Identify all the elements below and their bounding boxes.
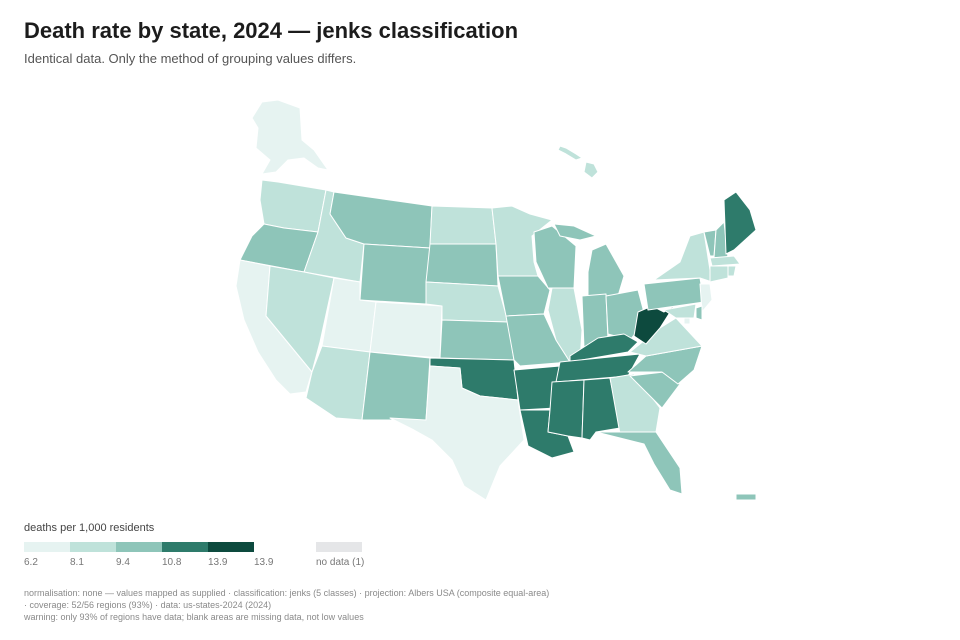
state-new-jersey[interactable] [699,283,713,313]
legend-tick-label: 13.9 [254,557,274,568]
state-hawaii[interactable] [583,161,599,179]
state-wyoming[interactable] [359,243,431,305]
legend-tick-label: 6.2 [24,557,38,568]
state-south-carolina[interactable] [629,371,681,409]
legend-tick-label: 13.9 [208,557,228,568]
legend-swatch [24,542,70,552]
state-new-york[interactable] [653,231,713,283]
legend-swatch [116,542,162,552]
state-colorado[interactable] [369,301,443,359]
state-washington[interactable] [259,179,327,233]
footer-coverage: · coverage: 52/56 regions (93%) · data: … [24,600,272,610]
state-georgia[interactable] [609,373,661,435]
legend-tick-label: 10.8 [162,557,182,568]
map-subtitle: Identical data. Only the method of group… [24,51,357,66]
state-mississippi[interactable] [547,379,585,439]
state-florida[interactable] [595,431,683,495]
legend-nodata-label: no data (1) [316,557,365,568]
state-hawaii-islet[interactable] [557,145,583,161]
state-north-dakota[interactable] [429,205,497,245]
legend-swatch [70,542,116,552]
state-connecticut[interactable] [709,265,729,283]
state-new-mexico[interactable] [361,351,431,421]
state-iowa[interactable] [497,275,551,317]
state-puerto-rico[interactable] [735,493,757,501]
footer-meta: normalisation: none — values mapped as s… [24,588,550,598]
legend-swatch [162,542,208,552]
state-texas[interactable] [389,365,525,501]
state-maryland[interactable] [663,303,697,319]
legend-swatch [208,542,254,552]
state-michigan-up[interactable] [553,223,597,241]
state-district-of-columbia[interactable] [683,317,691,325]
state-south-dakota[interactable] [425,243,499,287]
legend-title: deaths per 1,000 residents [24,522,155,534]
state-kansas[interactable] [439,319,515,361]
state-massachusetts[interactable] [709,255,741,267]
map-title: Death rate by state, 2024 — jenks classi… [24,18,519,43]
legend-tick-label: 8.1 [70,557,84,568]
footer-warning: warning: only 93% of regions have data; … [24,612,364,622]
state-alaska[interactable] [251,99,329,175]
state-minnesota[interactable] [491,205,553,277]
state-rhode-island[interactable] [727,265,737,277]
state-maine[interactable] [723,191,757,255]
state-nevada[interactable] [265,265,335,373]
legend-tick-label: 9.4 [116,557,130,568]
state-delaware[interactable] [695,305,703,321]
legend-nodata-swatch [316,542,362,552]
state-michigan[interactable] [587,243,625,299]
